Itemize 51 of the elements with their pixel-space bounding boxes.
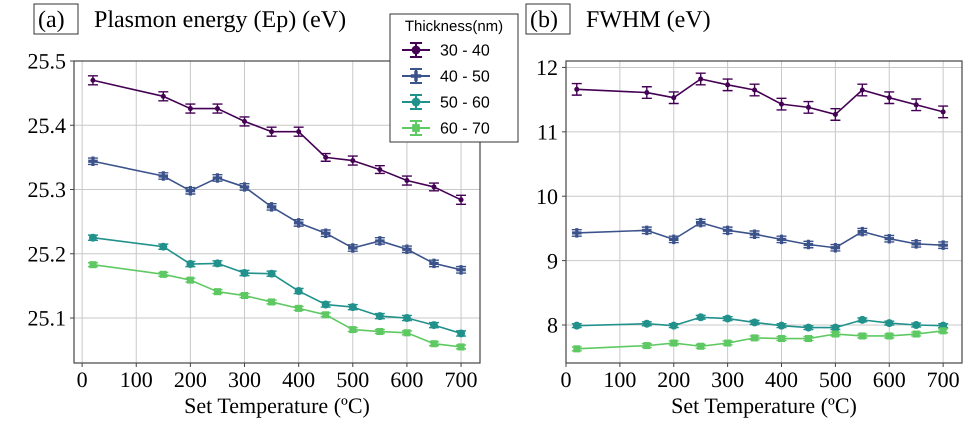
point	[295, 304, 302, 312]
point	[832, 330, 839, 338]
y-tick-label: 25.1	[28, 306, 66, 331]
legend-label: 50 - 60	[440, 94, 490, 112]
x-tick-label: 100	[120, 367, 153, 392]
point	[940, 327, 947, 334]
x-axis-title: Set Temperature (ºC)	[184, 393, 370, 418]
legend-title: Thickness(nm)	[404, 18, 504, 35]
x-tick-label: 100	[603, 367, 636, 392]
point	[458, 343, 465, 350]
x-tick-label: 300	[711, 367, 744, 392]
x-tick-label: 700	[444, 367, 478, 392]
x-axis-title: Set Temperature (ºC)	[671, 393, 857, 418]
y-tick-label: 8	[547, 312, 558, 338]
point	[268, 298, 276, 306]
y-tick-label: 25.3	[28, 177, 66, 202]
point	[858, 332, 866, 340]
point	[160, 270, 167, 278]
x-tick-label: 400	[282, 367, 316, 392]
x-tick-label: 600	[872, 367, 906, 392]
y-tick-label: 12	[536, 55, 558, 80]
legend-label: 60 - 70	[440, 120, 490, 138]
x-tick-label: 0	[76, 367, 88, 392]
x-tick-label: 200	[174, 367, 207, 392]
x-tick-label: 600	[390, 367, 424, 392]
legend-label: 40 - 50	[440, 68, 490, 86]
point	[643, 342, 650, 350]
x-tick-label: 700	[926, 367, 960, 392]
x-tick-label: 200	[657, 367, 690, 392]
x-tick-label: 0	[560, 367, 572, 392]
y-tick-label: 9	[547, 248, 558, 274]
legend-label: 30 - 40	[440, 42, 490, 60]
point	[186, 276, 194, 284]
point	[376, 328, 384, 336]
point	[403, 329, 410, 336]
x-tick-label: 500	[336, 367, 370, 392]
point	[751, 334, 758, 342]
y-tick-label: 11	[536, 120, 558, 145]
y-tick-label: 10	[536, 184, 558, 209]
x-tick-label: 500	[818, 367, 852, 392]
y-tick-label: 25.5	[28, 48, 66, 74]
y-tick-label: 25.4	[28, 112, 66, 138]
x-tick-label: 300	[228, 367, 262, 392]
point	[214, 288, 221, 296]
y-tick-label: 25.2	[28, 241, 66, 266]
chart-title: (b) FWHM (eV)	[530, 7, 711, 33]
chart-title: (a) Plasmon energy (Ep) (eV)	[38, 7, 346, 33]
point	[89, 261, 96, 268]
point	[804, 334, 812, 342]
point	[724, 340, 732, 347]
x-tick-label: 400	[765, 367, 798, 392]
